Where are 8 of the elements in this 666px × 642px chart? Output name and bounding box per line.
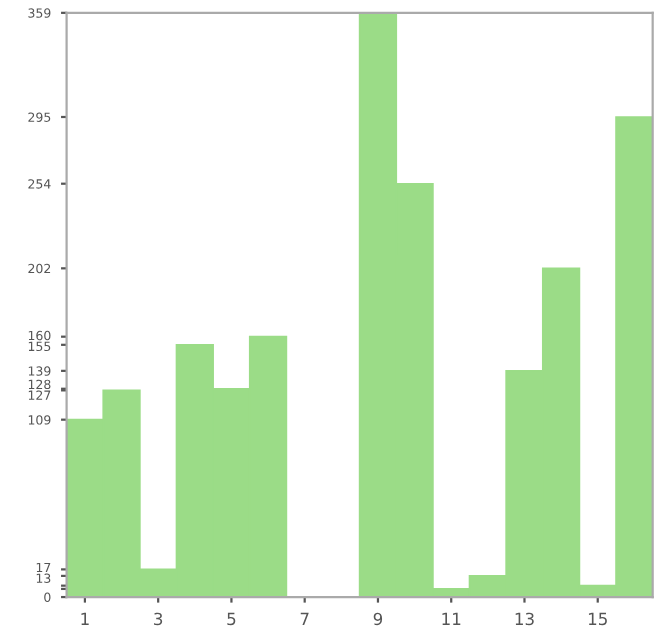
- x-tick-label: 13: [515, 612, 534, 626]
- x-tick-label: 9: [373, 612, 383, 626]
- x-tick-label: 11: [442, 612, 461, 625]
- x-tick-label: 5: [227, 612, 236, 626]
- x-tick-label: 15: [588, 612, 607, 626]
- x-tick-label: 7: [300, 612, 309, 625]
- x-tick-label: 1: [81, 612, 89, 625]
- x-tick-label: 3: [154, 612, 163, 626]
